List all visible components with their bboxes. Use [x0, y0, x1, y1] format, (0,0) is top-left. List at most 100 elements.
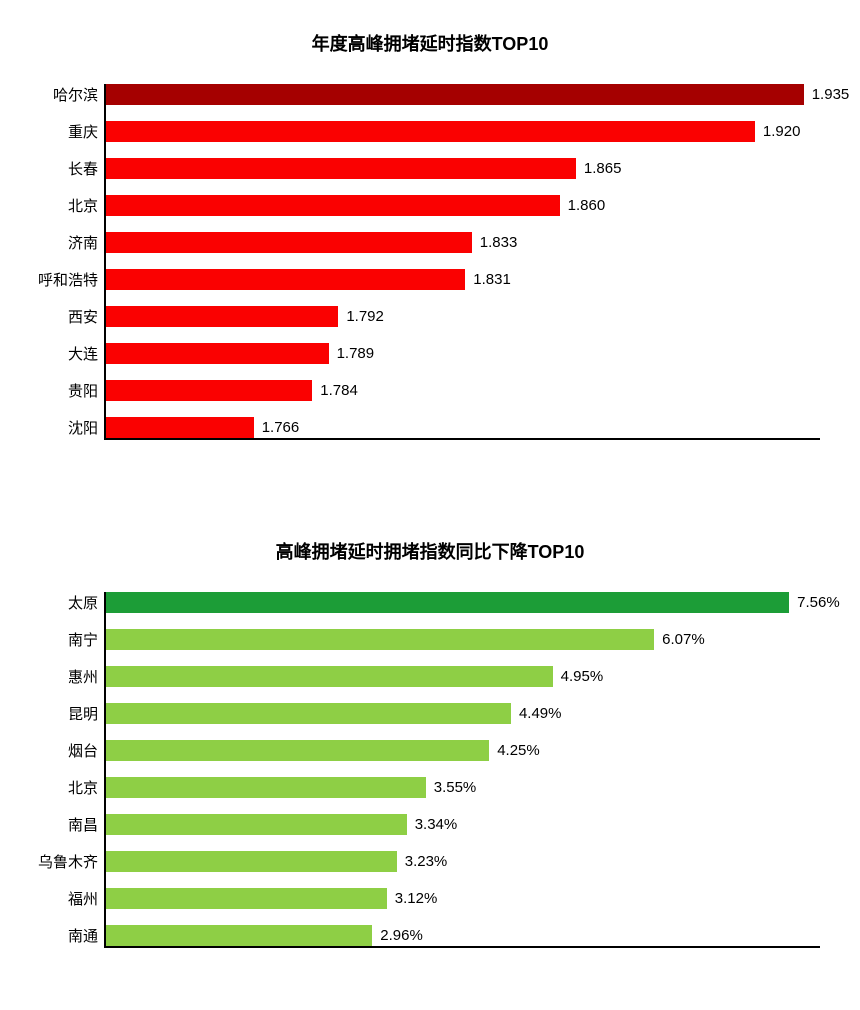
- bar-row: 哈尔滨1.935: [0, 76, 860, 113]
- category-label: 北京: [0, 195, 104, 216]
- bar: [104, 703, 511, 724]
- bar-area: 3.23%: [104, 851, 860, 872]
- bar-area: 1.789: [104, 343, 860, 364]
- category-label: 贵阳: [0, 380, 104, 401]
- value-label: 1.920: [755, 123, 801, 140]
- category-label: 福州: [0, 888, 104, 909]
- value-label: 3.12%: [387, 890, 438, 907]
- x-axis: [104, 438, 820, 440]
- category-label: 南通: [0, 925, 104, 946]
- bar-area: 4.49%: [104, 703, 860, 724]
- bar: [104, 195, 560, 216]
- value-label: 1.860: [560, 197, 606, 214]
- bar-area: 3.12%: [104, 888, 860, 909]
- category-label: 呼和浩特: [0, 269, 104, 290]
- category-label: 济南: [0, 232, 104, 253]
- bar-area: 6.07%: [104, 629, 860, 650]
- bar-row: 南昌 3.34%: [0, 806, 860, 843]
- value-label: 1.865: [576, 160, 622, 177]
- value-label: 1.766: [254, 419, 300, 436]
- bar: [104, 417, 254, 438]
- value-label: 2.96%: [372, 927, 423, 944]
- category-label: 惠州: [0, 666, 104, 687]
- y-axis: [104, 592, 106, 948]
- bar-row: 贵阳 1.784: [0, 372, 860, 409]
- category-label: 南宁: [0, 629, 104, 650]
- bar: [104, 121, 755, 142]
- value-label: 1.792: [338, 308, 384, 325]
- category-label: 重庆: [0, 121, 104, 142]
- bar: [104, 592, 789, 613]
- bar: [104, 851, 397, 872]
- bar-area: 7.56%: [104, 592, 860, 613]
- category-label: 乌鲁木齐: [0, 851, 104, 872]
- bar-row: 沈阳 1.766: [0, 409, 860, 446]
- bar: [104, 306, 338, 327]
- bar-row: 南通 2.96%: [0, 917, 860, 954]
- value-label: 1.935: [804, 86, 850, 103]
- value-label: 3.55%: [426, 779, 477, 796]
- value-label: 1.789: [329, 345, 375, 362]
- bar: [104, 925, 372, 946]
- x-axis: [104, 946, 820, 948]
- category-label: 大连: [0, 343, 104, 364]
- bar-row: 惠州 4.95%: [0, 658, 860, 695]
- value-label: 4.25%: [489, 742, 540, 759]
- bar-row: 北京 1.860: [0, 187, 860, 224]
- bar-area: 1.860: [104, 195, 860, 216]
- bar: [104, 158, 576, 179]
- value-label: 4.49%: [511, 705, 562, 722]
- bar-area: 1.784: [104, 380, 860, 401]
- bar: [104, 814, 407, 835]
- bar-area: 3.55%: [104, 777, 860, 798]
- bar-area: 2.96%: [104, 925, 860, 946]
- bar-row: 大连 1.789: [0, 335, 860, 372]
- bar-row: 南宁 6.07%: [0, 621, 860, 658]
- category-label: 太原: [0, 592, 104, 613]
- bar: [104, 343, 329, 364]
- bar: [104, 84, 804, 105]
- bar-area: 4.25%: [104, 740, 860, 761]
- value-label: 3.34%: [407, 816, 458, 833]
- bar: [104, 269, 465, 290]
- value-label: 1.831: [465, 271, 511, 288]
- bar-row: 烟台 4.25%: [0, 732, 860, 769]
- category-label: 西安: [0, 306, 104, 327]
- bar-area: 1.920: [104, 121, 860, 142]
- category-label: 烟台: [0, 740, 104, 761]
- y-axis: [104, 84, 106, 440]
- bar-area: 1.792: [104, 306, 860, 327]
- bar-row: 呼和浩特 1.831: [0, 261, 860, 298]
- bar: [104, 777, 426, 798]
- bar-row: 昆明4.49%: [0, 695, 860, 732]
- bar-row: 福州 3.12%: [0, 880, 860, 917]
- chart2-title: 高峰拥堵延时拥堵指数同比下降TOP10: [0, 538, 860, 564]
- category-label: 长春: [0, 158, 104, 179]
- bar: [104, 888, 387, 909]
- bar: [104, 629, 654, 650]
- bar: [104, 740, 489, 761]
- bar-row: 重庆 1.920: [0, 113, 860, 150]
- category-label: 沈阳: [0, 417, 104, 438]
- chart1: 年度高峰拥堵延时指数TOP10 哈尔滨1.935 重庆 1.920 长春 1.865 北京 1…: [0, 30, 860, 446]
- category-label: 南昌: [0, 814, 104, 835]
- value-label: 1.784: [312, 382, 358, 399]
- bar-area: 1.935: [104, 84, 860, 105]
- chart1-title: 年度高峰拥堵延时指数TOP10: [0, 30, 860, 56]
- bar-row: 长春 1.865: [0, 150, 860, 187]
- category-label: 北京: [0, 777, 104, 798]
- value-label: 6.07%: [654, 631, 705, 648]
- bar-row: 西安 1.792: [0, 298, 860, 335]
- bar-area: 4.95%: [104, 666, 860, 687]
- bar: [104, 666, 553, 687]
- value-label: 4.95%: [553, 668, 604, 685]
- bar: [104, 232, 472, 253]
- bar-row: 济南1.833: [0, 224, 860, 261]
- bar-row: 北京 3.55%: [0, 769, 860, 806]
- chart2: 高峰拥堵延时拥堵指数同比下降TOP10 太原 7.56% 南宁 6.07% 惠州 4.95%…: [0, 538, 860, 954]
- value-label: 7.56%: [789, 594, 840, 611]
- chart1-body: 哈尔滨1.935重庆1.920长春1.865北京1.860济南1.833呼和浩特…: [0, 76, 860, 446]
- bar-row: 太原 7.56%: [0, 584, 860, 621]
- value-label: 3.23%: [397, 853, 448, 870]
- bar: [104, 380, 312, 401]
